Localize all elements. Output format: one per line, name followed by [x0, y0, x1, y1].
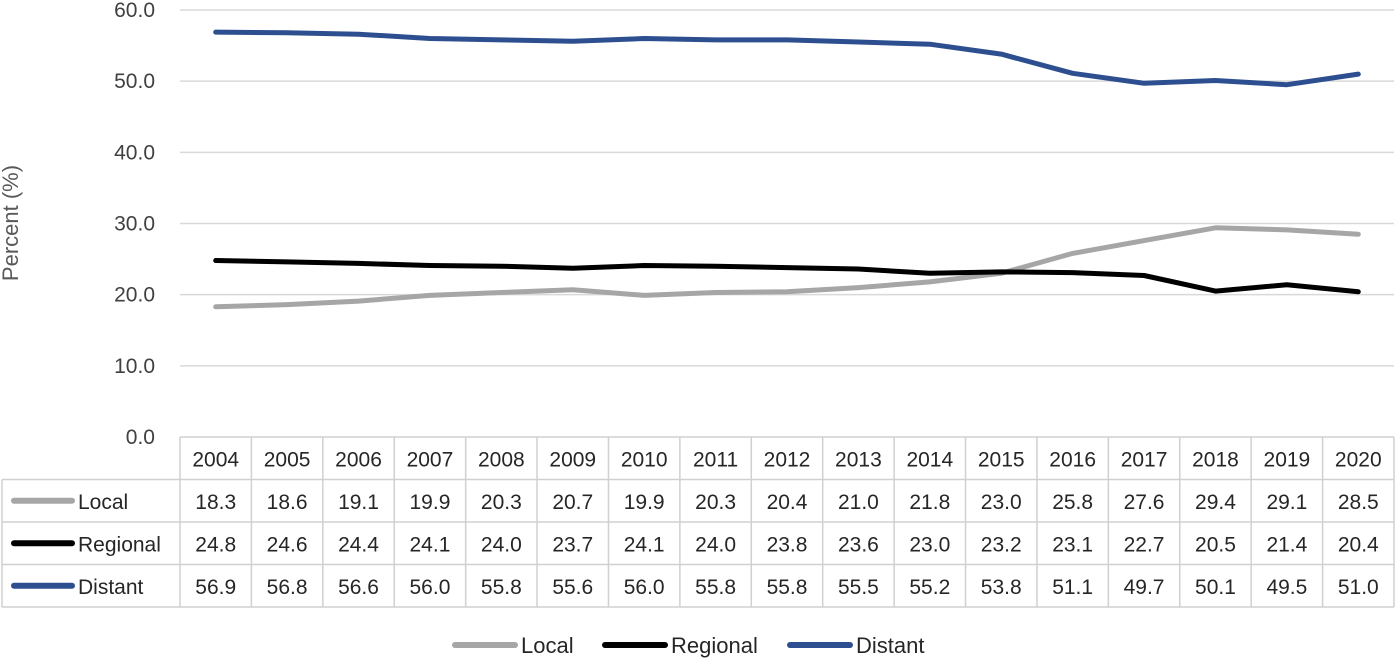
data-label: 50.1 — [1195, 576, 1236, 599]
data-label: 20.4 — [767, 491, 808, 514]
data-label: 23.7 — [552, 533, 593, 556]
legend: Local Regional Distant — [452, 633, 924, 658]
data-label: 49.7 — [1124, 576, 1165, 599]
data-label: 24.1 — [624, 533, 665, 556]
series-line-local — [213, 225, 1361, 310]
y-tick-label: 60.0 — [114, 0, 155, 22]
data-label: 20.4 — [1338, 533, 1379, 556]
legend-label: Regional — [671, 633, 758, 658]
y-tick-label: 20.0 — [114, 284, 155, 307]
data-label: 23.0 — [909, 533, 950, 556]
data-label: 55.6 — [552, 576, 593, 599]
x-tick-label: 2017 — [1121, 448, 1168, 471]
table-series-label: Distant — [78, 576, 144, 599]
data-label: 20.3 — [481, 491, 522, 514]
data-label: 56.0 — [624, 576, 665, 599]
x-tick-label: 2012 — [764, 448, 811, 471]
data-label: 49.5 — [1266, 576, 1307, 599]
x-tick-label: 2005 — [264, 448, 311, 471]
data-label: 20.5 — [1195, 533, 1236, 556]
data-label: 55.8 — [481, 576, 522, 599]
y-tick-label: 30.0 — [114, 213, 155, 236]
x-tick-label: 2020 — [1335, 448, 1382, 471]
data-label: 22.7 — [1124, 533, 1165, 556]
data-label: 24.4 — [338, 533, 379, 556]
series-lines — [213, 29, 1361, 310]
y-tick-label: 50.0 — [114, 70, 155, 93]
data-label: 19.1 — [338, 491, 379, 514]
data-label: 56.9 — [195, 576, 236, 599]
table-series-label: Regional — [78, 533, 161, 556]
y-axis-title: Percent (%) — [0, 165, 23, 281]
data-label: 19.9 — [410, 491, 451, 514]
data-label: 23.2 — [981, 533, 1022, 556]
y-tick-label: 0.0 — [126, 426, 155, 449]
x-tick-label: 2011 — [693, 448, 738, 471]
data-label: 24.0 — [695, 533, 736, 556]
x-tick-label: 2018 — [1192, 448, 1239, 471]
x-tick-label: 2019 — [1264, 448, 1311, 471]
data-label: 51.0 — [1338, 576, 1379, 599]
data-label: 21.4 — [1266, 533, 1307, 556]
data-label: 55.8 — [767, 576, 808, 599]
data-label: 55.5 — [838, 576, 879, 599]
x-tick-label: 2009 — [549, 448, 596, 471]
data-label: 20.3 — [695, 491, 736, 514]
x-tick-label: 2016 — [1049, 448, 1096, 471]
data-label: 23.6 — [838, 533, 879, 556]
y-axis-ticks: 0.0 10.0 20.0 30.0 40.0 50.0 60.0 — [114, 0, 155, 449]
x-tick-label: 2014 — [906, 448, 953, 471]
table-series-label: Local — [78, 491, 128, 514]
data-label: 28.5 — [1338, 491, 1379, 514]
data-label: 27.6 — [1124, 491, 1165, 514]
data-label: 24.0 — [481, 533, 522, 556]
data-label: 25.8 — [1052, 491, 1093, 514]
x-tick-label: 2013 — [835, 448, 882, 471]
data-label: 55.8 — [695, 576, 736, 599]
data-label: 21.0 — [838, 491, 879, 514]
data-label: 24.1 — [410, 533, 451, 556]
x-tick-label: 2004 — [192, 448, 239, 471]
x-tick-label: 2007 — [407, 448, 454, 471]
data-label: 55.2 — [909, 576, 950, 599]
data-label: 53.8 — [981, 576, 1022, 599]
data-label: 24.6 — [267, 533, 308, 556]
data-label: 20.7 — [552, 491, 593, 514]
x-tick-label: 2006 — [335, 448, 382, 471]
data-label: 18.3 — [195, 491, 236, 514]
x-tick-label: 2010 — [621, 448, 668, 471]
legend-label: Distant — [856, 633, 924, 658]
data-label: 23.1 — [1052, 533, 1093, 556]
data-label: 19.9 — [624, 491, 665, 514]
data-label: 29.4 — [1195, 491, 1236, 514]
series-line-distant — [213, 29, 1361, 88]
data-label: 56.0 — [410, 576, 451, 599]
data-label: 23.8 — [767, 533, 808, 556]
data-label: 24.8 — [195, 533, 236, 556]
y-tick-label: 40.0 — [114, 141, 155, 164]
data-label: 18.6 — [267, 491, 308, 514]
data-label: 56.6 — [338, 576, 379, 599]
data-label: 51.1 — [1052, 576, 1093, 599]
x-tick-label: 2015 — [978, 448, 1025, 471]
data-label: 29.1 — [1266, 491, 1307, 514]
y-tick-label: 10.0 — [114, 355, 155, 378]
data-label: 23.0 — [981, 491, 1022, 514]
legend-label: Local — [521, 633, 574, 658]
x-tick-label: 2008 — [478, 448, 525, 471]
series-line-regional — [213, 258, 1361, 295]
gridlines — [180, 9, 1394, 367]
data-label: 56.8 — [267, 576, 308, 599]
data-table: 2004 2005 2006 2007 2008 2009 2010 2011 2012 2013… — [1, 436, 1395, 608]
data-label: 21.8 — [909, 491, 950, 514]
